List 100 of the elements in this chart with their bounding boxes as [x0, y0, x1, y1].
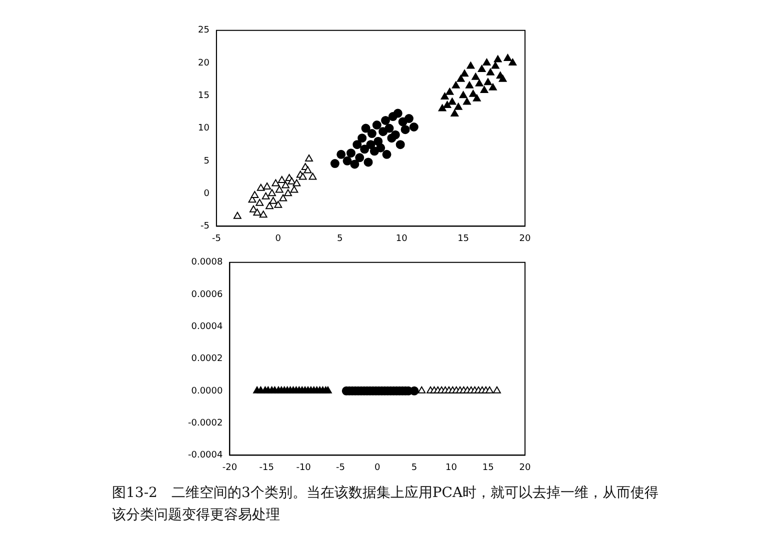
x-tick-label: -10	[296, 462, 312, 473]
point	[400, 125, 410, 134]
x-tick-label: -20	[222, 462, 238, 473]
point	[360, 144, 370, 154]
point	[381, 116, 390, 125]
point	[404, 114, 414, 124]
point	[305, 154, 313, 162]
point	[278, 176, 286, 184]
point	[304, 166, 312, 174]
y-tick-label: 10	[198, 124, 210, 134]
point	[274, 200, 282, 208]
point	[272, 179, 280, 186]
y-tick-label: -0.0002	[188, 418, 223, 428]
point	[440, 92, 449, 100]
point	[346, 148, 356, 158]
point	[443, 100, 452, 108]
point	[482, 58, 491, 66]
point	[256, 184, 265, 191]
point	[460, 70, 468, 77]
x-tick-label: -15	[259, 462, 274, 473]
point	[472, 94, 481, 102]
x-tick-label: 5	[411, 462, 418, 473]
point	[454, 102, 462, 110]
x-tick-label: 20	[519, 234, 531, 244]
point	[352, 140, 362, 150]
point	[466, 62, 475, 69]
y-tick-label: 25	[198, 26, 210, 36]
point	[494, 55, 502, 62]
caption: 图13-2 二维空间的3个类别。当在该数据集上应用PCA时，就可以去掉一维，从而使得该分类问题变得更容易处理	[112, 484, 660, 525]
x-tick-label: 20	[519, 462, 531, 473]
point	[382, 150, 392, 159]
point	[508, 58, 517, 66]
point	[367, 129, 376, 138]
point	[361, 124, 370, 133]
point	[298, 172, 307, 180]
point	[459, 91, 468, 98]
point	[358, 134, 367, 143]
point	[488, 83, 497, 90]
point	[409, 122, 418, 132]
y-tick-label: 15	[198, 91, 210, 102]
point	[463, 98, 471, 105]
y-tick-label: -0.0004	[188, 450, 223, 461]
point	[269, 196, 278, 204]
point	[456, 74, 465, 82]
point	[250, 191, 259, 198]
x-tick-label: 15	[482, 462, 494, 473]
point	[266, 202, 274, 210]
point	[355, 153, 364, 162]
point	[484, 78, 492, 86]
point	[396, 140, 405, 150]
point	[376, 143, 386, 152]
x-tick-label: 15	[458, 234, 470, 244]
point	[282, 181, 290, 188]
point	[292, 179, 301, 186]
y-tick-label: 0.0002	[191, 354, 223, 364]
point	[253, 208, 262, 216]
point	[390, 130, 400, 140]
point	[308, 172, 317, 180]
point	[469, 90, 478, 97]
point	[262, 192, 270, 200]
point	[498, 74, 507, 82]
point	[250, 205, 258, 212]
point	[290, 186, 298, 193]
point	[233, 212, 242, 219]
point	[384, 124, 394, 133]
y-tick-label: 0.0000	[191, 386, 224, 396]
point	[268, 189, 276, 196]
point	[279, 194, 288, 202]
x-tick-label: -5	[336, 462, 345, 473]
point	[448, 98, 456, 105]
x-tick-label: 0	[275, 234, 282, 244]
point	[475, 79, 484, 86]
point	[466, 81, 474, 88]
y-tick-label: 0.0008	[191, 258, 224, 268]
point	[504, 54, 512, 61]
point	[480, 86, 488, 93]
point	[450, 109, 459, 116]
point	[350, 160, 360, 169]
point	[438, 104, 446, 112]
point	[486, 68, 494, 76]
point	[330, 159, 340, 168]
x-tick-label: 5	[337, 234, 343, 244]
point	[491, 62, 500, 69]
point	[263, 182, 272, 190]
y-tick-label: -5	[200, 222, 210, 232]
point	[259, 210, 268, 218]
point	[336, 150, 346, 159]
point	[446, 88, 454, 95]
point	[256, 198, 264, 206]
x-tick-label: 10	[445, 462, 458, 473]
point	[342, 156, 352, 166]
x-tick-label: 10	[396, 234, 408, 244]
point	[478, 65, 486, 72]
point	[393, 108, 402, 118]
point	[472, 72, 480, 80]
point	[284, 189, 292, 196]
point	[372, 120, 382, 130]
y-tick-label: 5	[204, 156, 210, 166]
point	[364, 158, 373, 167]
point	[275, 186, 284, 193]
